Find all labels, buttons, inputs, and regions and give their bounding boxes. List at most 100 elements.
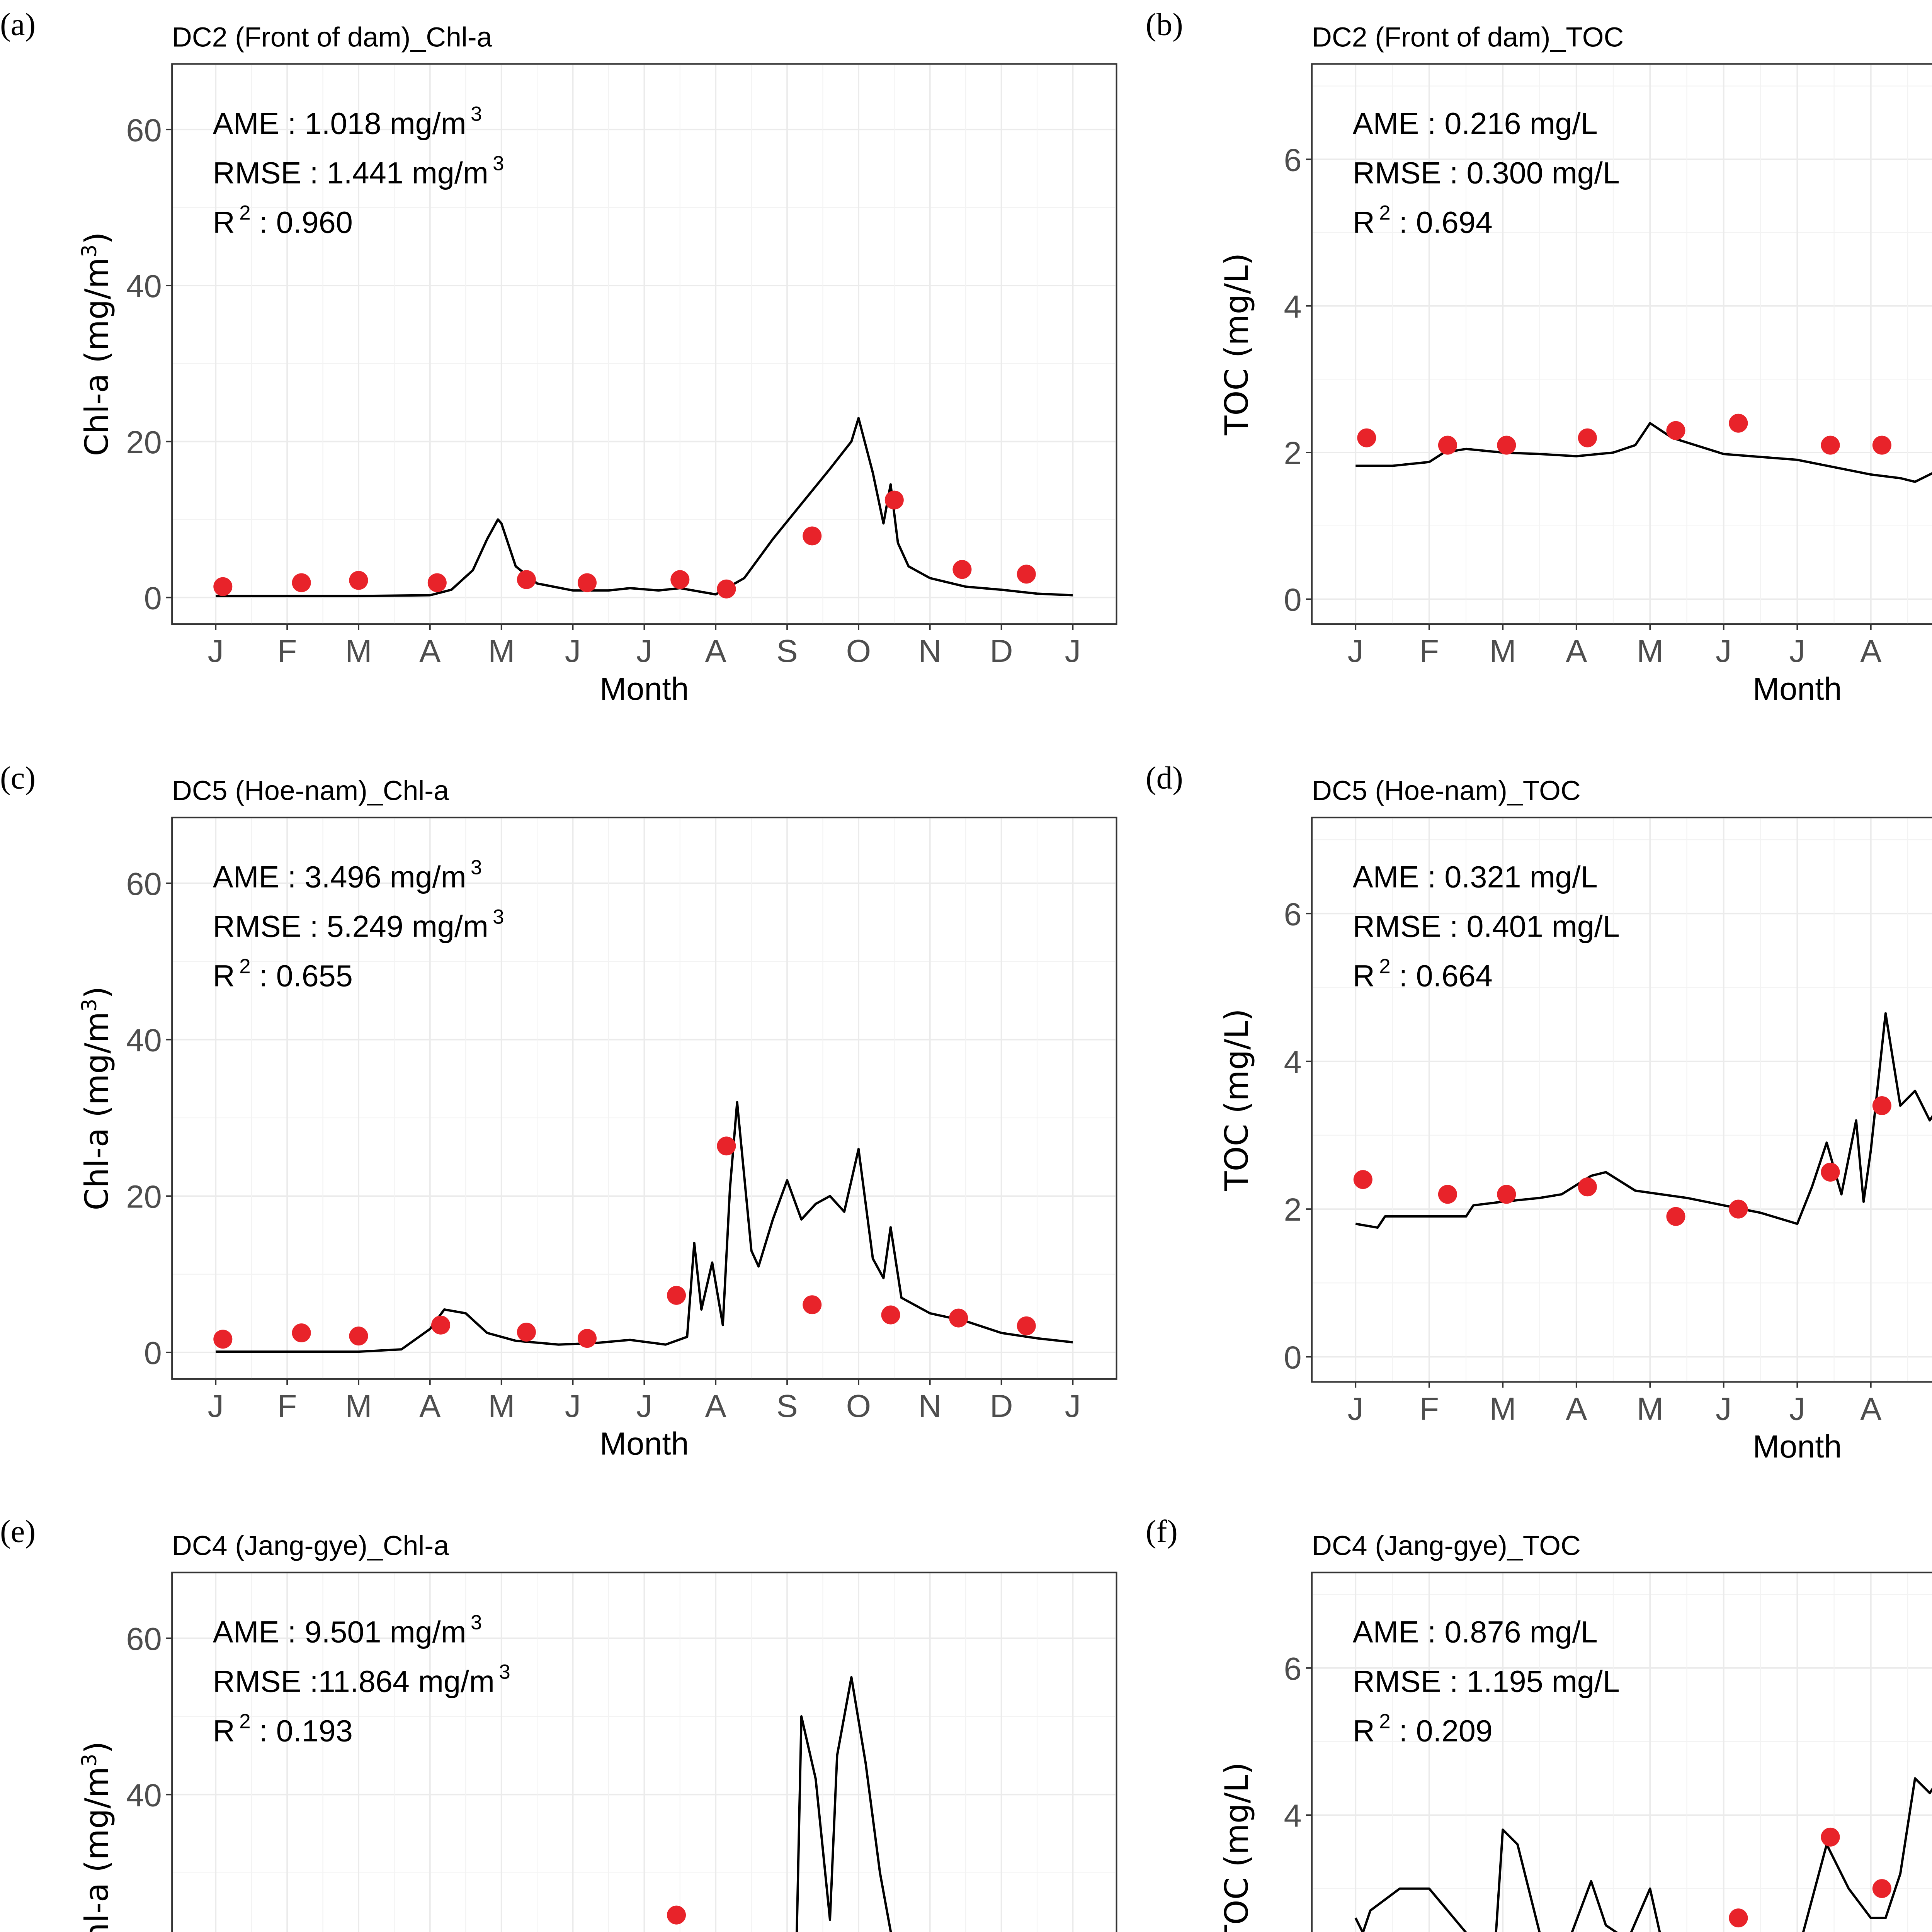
observed-point bbox=[949, 1308, 968, 1328]
panel-d: (d)DC5 (Hoe-nam)_TOC0246JFMAMJJASONDJMon… bbox=[1146, 760, 1932, 1464]
observed-point bbox=[881, 1305, 900, 1325]
x-axis-label: Month bbox=[600, 1426, 689, 1462]
observed-point bbox=[517, 570, 536, 589]
x-tick-label: J bbox=[1065, 1388, 1081, 1424]
x-tick-label: M bbox=[1637, 633, 1663, 669]
plot-area bbox=[1311, 816, 1932, 1383]
observed-point bbox=[1357, 428, 1376, 447]
x-tick-label: A bbox=[1566, 1391, 1587, 1427]
observed-point bbox=[717, 1136, 736, 1156]
observed-point bbox=[1497, 435, 1516, 455]
y-tick-label: 60 bbox=[126, 112, 162, 148]
simulated-line bbox=[1355, 422, 1932, 483]
observed-point bbox=[1872, 1096, 1891, 1115]
simulated-line bbox=[1355, 1012, 1932, 1229]
x-tick-label: F bbox=[1419, 633, 1439, 669]
panel-label: (b) bbox=[1146, 6, 1183, 42]
stat-text: AME : 0.876 mg/L bbox=[1353, 1614, 1598, 1649]
simulated-line bbox=[216, 417, 1073, 597]
observed-point bbox=[1017, 565, 1036, 584]
observed-point bbox=[1729, 1199, 1748, 1219]
observed-point bbox=[803, 526, 822, 546]
observed-point bbox=[1578, 428, 1597, 447]
x-tick-label: M bbox=[488, 1388, 515, 1424]
observed-point bbox=[1821, 1827, 1840, 1847]
x-tick-label: J bbox=[636, 1388, 652, 1424]
y-tick-label: 4 bbox=[1284, 289, 1302, 325]
panel-title: DC4 (Jang-gye)_TOC bbox=[1312, 1531, 1581, 1561]
y-tick-label: 60 bbox=[126, 1621, 162, 1657]
panel-label: (e) bbox=[0, 1514, 36, 1549]
x-tick-label: M bbox=[345, 1388, 372, 1424]
y-tick-label: 40 bbox=[126, 1777, 162, 1813]
panel-a: (a) DC2 (Front of dam)_Chl-a 0 20 40 60 J F M A M J… bbox=[0, 6, 1117, 707]
y-tick-label: 40 bbox=[126, 1022, 162, 1058]
y-tick-label: 6 bbox=[1284, 142, 1302, 178]
stat-text: AME : 1.018 mg/m 3 bbox=[213, 103, 482, 141]
observed-point bbox=[667, 1286, 686, 1305]
observed-point bbox=[1821, 1163, 1840, 1182]
panel-label: (a) bbox=[0, 6, 36, 42]
observed-point bbox=[1438, 435, 1457, 455]
observed-point bbox=[349, 1327, 368, 1346]
stat-text: AME : 0.321 mg/L bbox=[1353, 860, 1598, 894]
observed-point bbox=[1666, 1207, 1685, 1226]
y-tick-label: 4 bbox=[1284, 1798, 1302, 1834]
panel-title: DC4 (Jang-gye)_Chl-a bbox=[172, 1531, 449, 1561]
x-tick-label: A bbox=[705, 1388, 727, 1424]
observed-point bbox=[1017, 1316, 1036, 1335]
panel-title: DC2 (Front of dam)_TOC bbox=[1312, 22, 1624, 53]
x-tick-label: F bbox=[277, 633, 297, 669]
observed-point bbox=[670, 570, 690, 589]
observed-point bbox=[577, 573, 597, 592]
x-tick-label: J bbox=[1716, 1391, 1731, 1427]
y-axis-label: TOC (mg/L) bbox=[1218, 1009, 1255, 1191]
x-tick-label: J bbox=[565, 633, 581, 669]
stat-text: RMSE : 5.249 mg/m 3 bbox=[213, 906, 504, 944]
observed-point bbox=[1872, 435, 1891, 455]
plot-area bbox=[1311, 63, 1932, 625]
panel-e: (e)DC4 (Jang-gye)_Chl-a0204060JFMAMJJASO… bbox=[0, 1514, 1117, 1932]
x-tick-label: O bbox=[846, 1388, 871, 1424]
panel-title: DC5 (Hoe-nam)_TOC bbox=[1312, 776, 1581, 806]
x-tick-label: D bbox=[990, 633, 1013, 669]
panel-title: DC5 (Hoe-nam)_Chl-a bbox=[172, 776, 449, 806]
x-tick-label: N bbox=[918, 1388, 942, 1424]
x-tick-label: M bbox=[488, 633, 515, 669]
observed-point bbox=[292, 573, 311, 592]
x-axis-label: Month bbox=[600, 671, 689, 707]
y-axis-label: TOC (mg/L) bbox=[1218, 253, 1255, 435]
x-tick-label: A bbox=[419, 633, 441, 669]
y-tick-label: 0 bbox=[144, 580, 162, 616]
observed-point bbox=[1872, 1879, 1891, 1898]
plot-border bbox=[171, 1571, 1117, 1932]
x-tick-label: J bbox=[208, 633, 224, 669]
observed-point bbox=[803, 1295, 822, 1315]
panel-label: (d) bbox=[1146, 760, 1183, 796]
x-tick-label: J bbox=[1789, 633, 1805, 669]
x-tick-label: J bbox=[565, 1388, 581, 1424]
observed-point bbox=[213, 577, 233, 596]
observed-point bbox=[349, 571, 368, 590]
x-tick-label: O bbox=[846, 633, 871, 669]
stat-text: AME : 0.216 mg/L bbox=[1353, 106, 1598, 140]
y-tick-label: 6 bbox=[1284, 896, 1302, 932]
x-tick-label: J bbox=[1789, 1391, 1805, 1427]
panel-b: (b)DC2 (Front of dam)_TOC0246JFMAMJJASON… bbox=[1146, 6, 1932, 707]
x-tick-label: J bbox=[1348, 1391, 1364, 1427]
x-tick-label: M bbox=[1490, 1391, 1516, 1427]
x-tick-label: N bbox=[918, 633, 942, 669]
x-tick-label: M bbox=[1490, 633, 1516, 669]
x-tick-label: A bbox=[419, 1388, 441, 1424]
x-tick-label: J bbox=[1716, 633, 1731, 669]
x-tick-label: M bbox=[345, 633, 372, 669]
observed-point bbox=[577, 1329, 597, 1348]
y-axis-label: TOC (mg/L) bbox=[1218, 1762, 1255, 1932]
y-tick-label: 20 bbox=[126, 1179, 162, 1215]
